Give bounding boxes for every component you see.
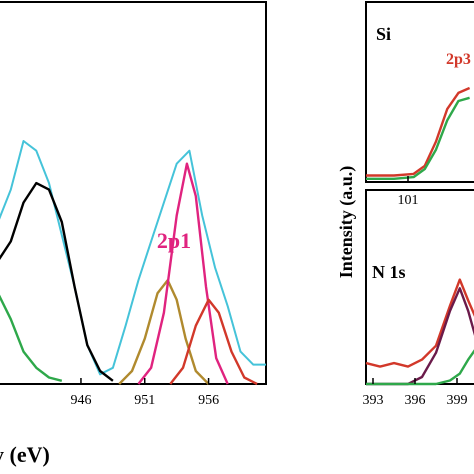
x-tick-label: 399 [447,393,468,408]
n-1s-panel: 393 396 399 N 1s Intensity (a.u.) [336,166,474,408]
si-plot-frame [365,1,474,183]
x-tick-label: 956 [198,393,219,408]
series-line-2-1 [366,287,474,386]
series-line-0-4 [137,162,229,385]
series-line-0-2 [0,294,63,382]
series-line-0-0 [0,140,266,376]
si-plot-lines [366,86,471,181]
annotation-2p3: 2p3 [446,51,471,68]
n-plot-ticks: 393 396 399 [363,378,468,408]
series-line-0-3 [118,279,210,385]
n-plot-lines [365,278,474,386]
x-tick-label: 101 [398,193,419,208]
x-tick-label: 951 [134,393,155,408]
fe-2p-panel: 946 951 956 2p1 …gy (eV) [0,1,267,467]
series-line-0-5 [169,298,258,386]
n-panel-label: N 1s [372,262,406,282]
si-panel-label: Si [376,24,391,44]
series-line-0-1 [0,181,114,382]
left-plot-lines [0,140,266,386]
series-line-2-0 [365,278,474,368]
left-plot-ticks: 946 951 956 [70,378,219,408]
annotation-2p1: 2p1 [157,228,191,253]
x-tick-label: 946 [70,393,91,408]
left-x-axis-title: …gy (eV) [0,442,50,467]
series-line-1-1 [366,96,470,181]
series-line-1-0 [366,86,471,177]
si-2p-panel: 101 Si 2p3 [365,1,474,208]
left-plot-frame [0,1,267,385]
right-y-axis-title: Intensity (a.u.) [336,166,357,279]
si-plot-ticks: 101 [398,176,419,208]
x-tick-label: 393 [363,393,384,408]
x-tick-label: 396 [405,393,426,408]
series-line-2-2 [366,349,474,386]
